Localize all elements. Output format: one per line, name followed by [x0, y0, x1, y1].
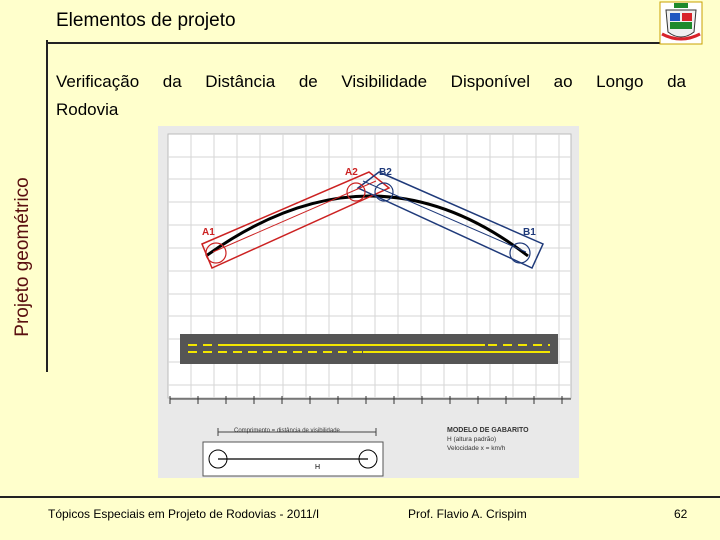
legend-title: MODELO DE GABARITO — [447, 427, 529, 434]
footer-course: Tópicos Especiais em Projeto de Rodovias… — [48, 507, 320, 521]
label-b1: B1 — [523, 227, 536, 238]
content-line-2: Rodovia — [56, 100, 119, 119]
label-h: H — [315, 464, 320, 471]
label-b2: B2 — [379, 167, 392, 178]
legend-line-1: H (altura padrão) — [447, 436, 496, 443]
page-number: 62 — [674, 507, 688, 521]
coat-of-arms-logo — [659, 1, 703, 45]
footer-professor: Prof. Flavio A. Crispim — [408, 507, 527, 521]
sight-distance-figure: A1 A2 B2 B1 Comprimento = distância de v… — [158, 126, 579, 478]
road-strip — [180, 334, 558, 364]
footer-divider — [0, 496, 720, 498]
blue-template — [356, 171, 544, 269]
point-b2-circle — [374, 182, 394, 202]
vertical-curve: A1 A2 B2 B1 — [201, 167, 544, 270]
template-model: Comprimento = distância de visibilidade … — [202, 427, 529, 477]
content-line-1: Verificação da Distância de Visibilidade… — [56, 72, 686, 91]
header-divider — [48, 42, 660, 44]
label-a2: A2 — [345, 167, 358, 178]
legend-line-2: Velocidade x = km/h — [447, 445, 506, 452]
scale-ruler — [169, 396, 571, 404]
point-b1-circle — [509, 242, 531, 264]
dimension-text: Comprimento = distância de visibilidade — [234, 428, 341, 434]
point-a2-circle — [346, 182, 366, 202]
sidebar-band: Projeto geométrico — [0, 0, 48, 372]
point-a1-circle — [205, 242, 227, 264]
label-a1: A1 — [202, 227, 215, 238]
page-title: Elementos de projeto — [56, 10, 236, 31]
sidebar-label: Projeto geométrico — [12, 177, 33, 337]
sidebar-divider — [46, 40, 48, 372]
